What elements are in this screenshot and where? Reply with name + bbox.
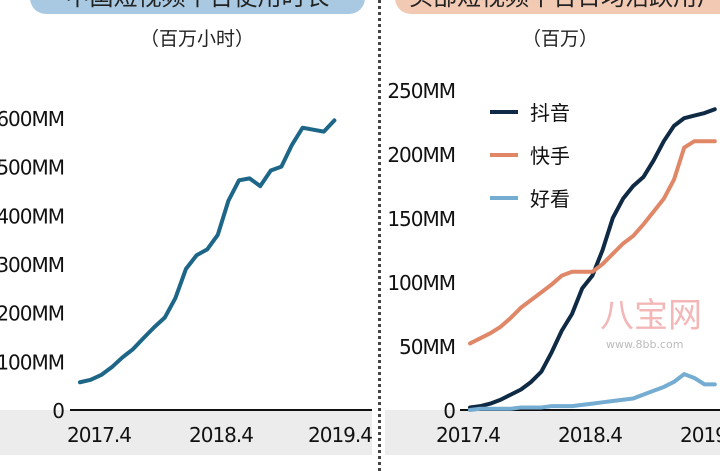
legend-label-1: 快手 [530, 144, 570, 168]
legend-label-0: 抖音 [530, 101, 570, 125]
left-y-tick: 300MM [0, 253, 64, 277]
right-x-tick: 2017.4 [436, 423, 500, 447]
left-y-tick: 400MM [0, 204, 64, 228]
right-series-line-1 [468, 139, 717, 346]
legend-label-2: 好看 [530, 187, 570, 211]
right-chart-title: 头部短视频平台日均活跃用户 [395, 0, 720, 14]
right-xaxis-band [385, 410, 720, 455]
left-series-line-0 [78, 118, 337, 385]
right-series-line-0 [468, 107, 717, 410]
right-y-tick: 150MM [387, 207, 455, 231]
left-chart-unit: （百万小时） [140, 28, 255, 50]
right-y-tick: 50MM [399, 335, 455, 359]
left-y-tick: 500MM [0, 156, 64, 180]
right-series-line-2 [468, 372, 717, 412]
left-y-tick: 100MM [0, 350, 64, 374]
divider [378, 0, 381, 471]
left-xaxis-band [0, 410, 372, 455]
right-x-tick: 2019.4 [680, 423, 720, 447]
left-chart-title: 中国短视频平台使用时长 [30, 0, 365, 14]
right-y-tick: 0 [443, 399, 455, 423]
left-y-tick: 200MM [0, 302, 64, 326]
right-y-tick: 100MM [387, 271, 455, 295]
left-x-tick: 2019.4 [308, 423, 372, 447]
right-y-tick: 200MM [387, 143, 455, 167]
right-chart-unit: （百万） [522, 28, 599, 50]
right-y-tick: 250MM [387, 79, 455, 103]
left-y-tick: 600MM [0, 107, 64, 131]
right-x-tick: 2018.4 [558, 423, 622, 447]
left-x-tick: 2017.4 [67, 423, 131, 447]
watermark-logo: 八宝网 [600, 296, 702, 336]
watermark-url: www.8bb.com [606, 338, 684, 351]
left-x-tick: 2018.4 [189, 423, 253, 447]
left-y-tick: 0 [52, 399, 64, 423]
